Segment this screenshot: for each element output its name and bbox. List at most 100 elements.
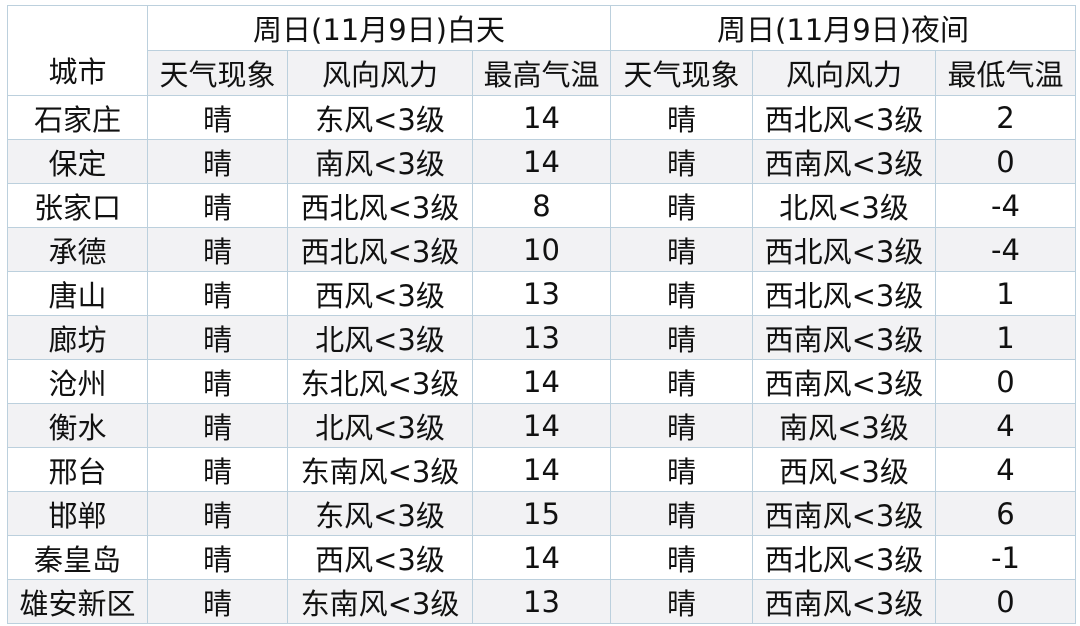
cell-night-wind: 西北风<3级 (752, 271, 936, 316)
cell-day-wind: 西北风<3级 (287, 227, 473, 272)
cell-night-weather: 晴 (610, 227, 753, 272)
cell-day-weather: 晴 (147, 491, 288, 536)
table-row: 邢台晴东南风<3级 14 晴西风<3级 4 (7, 447, 1076, 492)
table-row: 石家庄晴东风<3级 14 晴西北风<3级 2 (7, 95, 1076, 140)
table-row: 衡水晴北风<3级 14 晴南风<3级 4 (7, 403, 1076, 448)
cell-night-wind: 西北风<3级 (752, 227, 936, 272)
cell-night-wind: 西北风<3级 (752, 95, 936, 140)
cell-low-temp: 0 (935, 139, 1076, 184)
cell-day-weather: 晴 (147, 139, 288, 184)
cell-day-wind: 西北风<3级 (287, 183, 473, 228)
cell-high-temp: 13 (472, 315, 611, 360)
cell-night-weather: 晴 (610, 403, 753, 448)
cell-day-wind: 西风<3级 (287, 535, 473, 580)
header-day-group: 周日(11月9日)白天 (147, 5, 611, 51)
table-row: 唐山晴西风<3级 13 晴西北风<3级 1 (7, 271, 1076, 316)
cell-city: 承德 (7, 227, 148, 272)
cell-high-temp: 14 (472, 95, 611, 140)
cell-low-temp: 1 (935, 271, 1076, 316)
cell-night-weather: 晴 (610, 579, 753, 624)
table-row: 邯郸晴东风<3级 15 晴西南风<3级 6 (7, 491, 1076, 536)
header-night-low-temp: 最低气温 (935, 50, 1076, 96)
cell-night-wind: 西南风<3级 (752, 315, 936, 360)
cell-city: 衡水 (7, 403, 148, 448)
header-day-high-temp: 最高气温 (472, 50, 611, 96)
cell-night-weather: 晴 (610, 447, 753, 492)
table-row: 保定晴南风<3级 14 晴西南风<3级 0 (7, 139, 1076, 184)
cell-city: 保定 (7, 139, 148, 184)
cell-low-temp: -1 (935, 535, 1076, 580)
cell-low-temp: -4 (935, 227, 1076, 272)
table-row: 秦皇岛晴西风<3级 14 晴西北风<3级 -1 (7, 535, 1076, 580)
cell-high-temp: 14 (472, 447, 611, 492)
table-row: 承德晴西北风<3级 10 晴西北风<3级 -4 (7, 227, 1076, 272)
cell-night-wind: 西南风<3级 (752, 491, 936, 536)
cell-city: 秦皇岛 (7, 535, 148, 580)
cell-day-wind: 北风<3级 (287, 403, 473, 448)
table-row: 沧州晴东北风<3级 14 晴西南风<3级 0 (7, 359, 1076, 404)
cell-high-temp: 14 (472, 403, 611, 448)
header-row-columns: 天气现象 风向风力 最高气温 天气现象 风向风力 最低气温 (8, 50, 1076, 96)
cell-night-wind: 西风<3级 (752, 447, 936, 492)
cell-night-wind: 南风<3级 (752, 403, 936, 448)
cell-day-weather: 晴 (147, 447, 288, 492)
cell-night-wind: 西北风<3级 (752, 535, 936, 580)
cell-night-wind: 西南风<3级 (752, 359, 936, 404)
cell-day-weather: 晴 (147, 579, 288, 624)
cell-city: 廊坊 (7, 315, 148, 360)
cell-day-wind: 东风<3级 (287, 491, 473, 536)
header-city: 城市 (7, 5, 148, 96)
cell-low-temp: 4 (935, 447, 1076, 492)
cell-day-weather: 晴 (147, 227, 288, 272)
cell-low-temp: 1 (935, 315, 1076, 360)
cell-day-wind: 北风<3级 (287, 315, 473, 360)
cell-night-wind: 西南风<3级 (752, 139, 936, 184)
cell-low-temp: -4 (935, 183, 1076, 228)
cell-low-temp: 0 (935, 359, 1076, 404)
cell-low-temp: 2 (935, 95, 1076, 140)
header-day-wind: 风向风力 (287, 50, 473, 96)
cell-night-wind: 西南风<3级 (752, 579, 936, 624)
cell-high-temp: 14 (472, 359, 611, 404)
header-night-wind: 风向风力 (752, 50, 936, 96)
cell-high-temp: 13 (472, 579, 611, 624)
header-day-weather: 天气现象 (147, 50, 288, 96)
cell-city: 沧州 (7, 359, 148, 404)
cell-city: 邢台 (7, 447, 148, 492)
cell-night-weather: 晴 (610, 95, 753, 140)
table-row: 廊坊晴北风<3级 13 晴西南风<3级 1 (7, 315, 1076, 360)
cell-night-weather: 晴 (610, 359, 753, 404)
cell-high-temp: 8 (472, 183, 611, 228)
cell-night-weather: 晴 (610, 271, 753, 316)
cell-day-wind: 东北风<3级 (287, 359, 473, 404)
cell-day-wind: 东风<3级 (287, 95, 473, 140)
cell-night-weather: 晴 (610, 139, 753, 184)
cell-day-weather: 晴 (147, 271, 288, 316)
cell-day-weather: 晴 (147, 535, 288, 580)
table-row: 张家口晴西北风<3级 8 晴北风<3级 -4 (7, 183, 1076, 228)
weather-forecast-table: 城市 周日(11月9日)白天 周日(11月9日)夜间 天气现象 风向风力 最高气… (7, 5, 1076, 624)
cell-night-weather: 晴 (610, 491, 753, 536)
cell-low-temp: 4 (935, 403, 1076, 448)
cell-day-weather: 晴 (147, 95, 288, 140)
cell-low-temp: 6 (935, 491, 1076, 536)
cell-day-wind: 东南风<3级 (287, 579, 473, 624)
header-night-group: 周日(11月9日)夜间 (610, 5, 1076, 51)
cell-day-weather: 晴 (147, 315, 288, 360)
cell-high-temp: 14 (472, 535, 611, 580)
cell-high-temp: 15 (472, 491, 611, 536)
cell-city: 张家口 (7, 183, 148, 228)
cell-day-weather: 晴 (147, 183, 288, 228)
cell-city: 唐山 (7, 271, 148, 316)
cell-day-weather: 晴 (147, 403, 288, 448)
cell-city: 邯郸 (7, 491, 148, 536)
table-row: 雄安新区晴东南风<3级 13 晴西南风<3级 0 (7, 579, 1076, 624)
cell-low-temp: 0 (935, 579, 1076, 624)
cell-high-temp: 14 (472, 139, 611, 184)
cell-night-weather: 晴 (610, 183, 753, 228)
cell-day-wind: 西风<3级 (287, 271, 473, 316)
cell-night-weather: 晴 (610, 535, 753, 580)
cell-night-weather: 晴 (610, 315, 753, 360)
cell-night-wind: 北风<3级 (752, 183, 936, 228)
cell-high-temp: 10 (472, 227, 611, 272)
